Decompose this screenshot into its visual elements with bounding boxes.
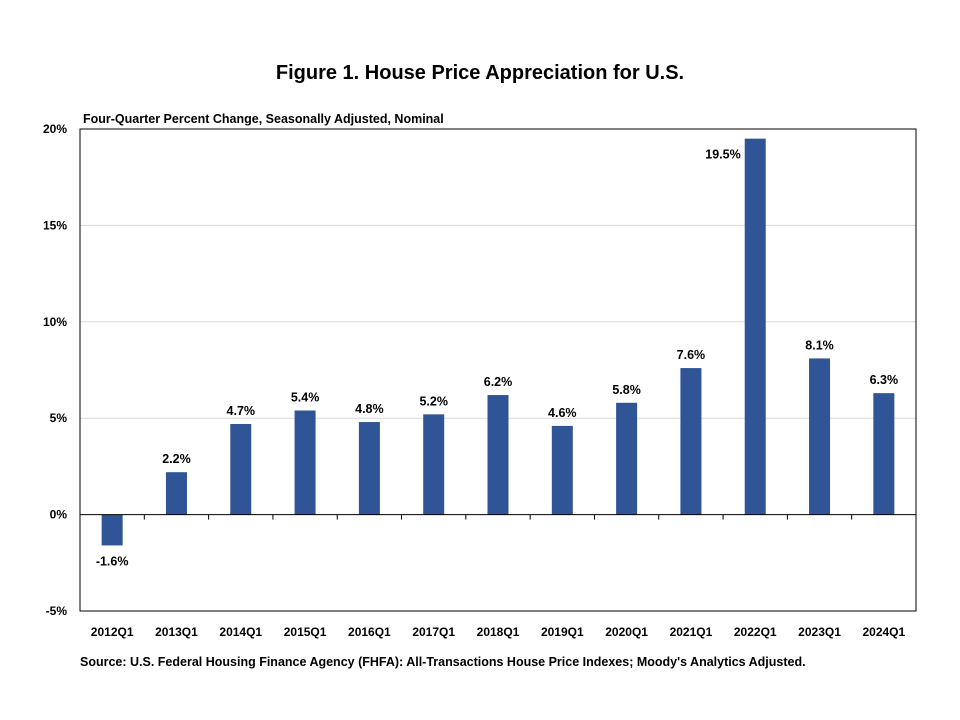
bar [680, 368, 702, 515]
x-tick-label: 2022Q1 [734, 625, 777, 639]
data-label: 4.8% [355, 402, 384, 416]
bar [423, 414, 445, 515]
data-label: 5.4% [291, 390, 320, 404]
data-label: 5.2% [419, 394, 448, 408]
data-label: 4.6% [548, 406, 577, 420]
bar [873, 393, 895, 515]
x-tick-label: 2020Q1 [605, 625, 648, 639]
bar [744, 138, 766, 515]
data-label: 7.6% [677, 348, 706, 362]
x-tick-label: 2018Q1 [477, 625, 520, 639]
data-label: 6.3% [870, 373, 899, 387]
y-tick-label: 5% [50, 411, 68, 425]
y-tick-label: 20% [43, 122, 67, 136]
bar [358, 422, 380, 515]
x-tick-label: 2019Q1 [541, 625, 584, 639]
y-tick-label: 15% [43, 218, 67, 232]
x-tick-label: 2021Q1 [670, 625, 713, 639]
bar [487, 395, 509, 515]
x-tick-label: 2023Q1 [798, 625, 841, 639]
chart-source: Source: U.S. Federal Housing Finance Age… [80, 655, 806, 669]
bar [551, 425, 573, 515]
chart-title: Figure 1. House Price Appreciation for U… [275, 62, 685, 84]
bar [294, 410, 316, 515]
data-label: 4.7% [227, 404, 256, 418]
x-tick-label: 2016Q1 [348, 625, 391, 639]
data-label: 8.1% [805, 338, 834, 352]
y-tick-label: -5% [46, 604, 68, 618]
data-label: 6.2% [484, 375, 513, 389]
y-tick-label: 10% [43, 315, 67, 329]
bar [616, 402, 638, 515]
bar [230, 423, 252, 515]
x-tick-label: 2013Q1 [155, 625, 198, 639]
x-tick-label: 2014Q1 [219, 625, 262, 639]
y-tick-label: 0% [50, 508, 68, 522]
data-label: 2.2% [162, 452, 191, 466]
x-tick-label: 2017Q1 [412, 625, 455, 639]
x-tick-label: 2012Q1 [91, 625, 134, 639]
data-label: 19.5% [705, 148, 740, 162]
bar [101, 514, 123, 546]
x-tick-label: 2015Q1 [284, 625, 327, 639]
data-label: -1.6% [96, 554, 129, 568]
chart-subtitle: Four-Quarter Percent Change, Seasonally … [83, 112, 444, 126]
data-label: 5.8% [612, 383, 641, 397]
x-tick-label: 2024Q1 [862, 625, 905, 639]
bar [809, 358, 831, 515]
plot-area-border [79, 128, 917, 612]
bar [165, 472, 187, 515]
